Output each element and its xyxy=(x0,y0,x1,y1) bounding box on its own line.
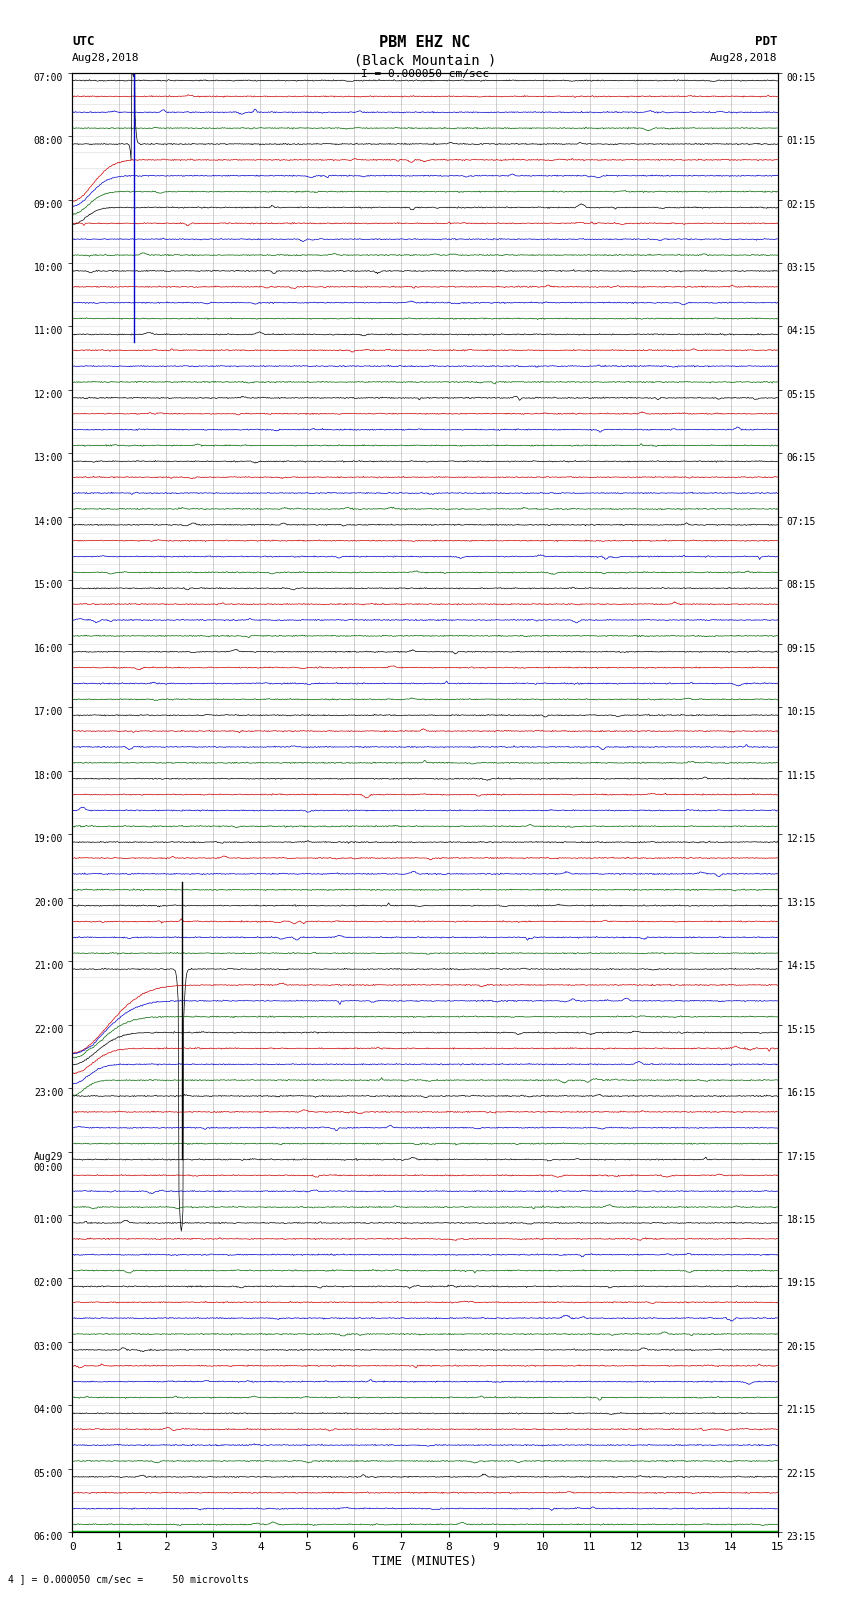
Text: Aug28,2018: Aug28,2018 xyxy=(72,53,139,63)
Text: Aug28,2018: Aug28,2018 xyxy=(711,53,778,63)
Text: PBM EHZ NC: PBM EHZ NC xyxy=(379,35,471,50)
Text: (Black Mountain ): (Black Mountain ) xyxy=(354,53,496,68)
X-axis label: TIME (MINUTES): TIME (MINUTES) xyxy=(372,1555,478,1568)
Text: 4 ] = 0.000050 cm/sec =     50 microvolts: 4 ] = 0.000050 cm/sec = 50 microvolts xyxy=(8,1574,249,1584)
Text: I = 0.000050 cm/sec: I = 0.000050 cm/sec xyxy=(361,69,489,79)
Text: PDT: PDT xyxy=(756,35,778,48)
Text: UTC: UTC xyxy=(72,35,94,48)
